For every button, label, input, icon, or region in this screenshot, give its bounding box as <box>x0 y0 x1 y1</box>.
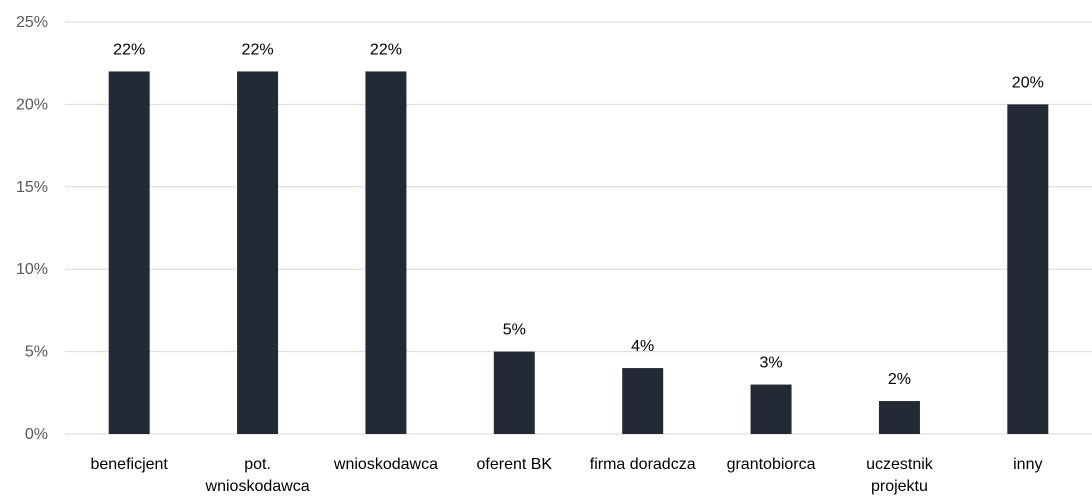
data-label: 5% <box>503 322 526 339</box>
bar-5 <box>750 384 792 434</box>
x-category-label-line: grantobiorca <box>727 456 816 473</box>
x-category-label-line: inny <box>1013 456 1042 473</box>
x-category-label-line: wnioskodawca <box>333 456 438 473</box>
data-label: 22% <box>370 41 402 58</box>
x-category-label: inny <box>1013 456 1042 473</box>
data-label: 2% <box>888 371 911 388</box>
x-category-label-line: projektu <box>871 478 928 495</box>
x-category-label: wnioskodawca <box>333 456 438 473</box>
x-axis-category-labels: beneficjent pot. wnioskodawca wnioskodawca o… <box>90 456 1042 495</box>
y-tick-label: 15% <box>16 179 48 196</box>
bar-6 <box>878 401 920 434</box>
y-axis-tick-labels: 0% 5% 10% 15% 20% 25% <box>16 14 48 443</box>
x-category-label: beneficjent <box>90 456 168 473</box>
bars <box>108 71 1049 435</box>
x-category-label-line: wnioskodawca <box>205 478 310 495</box>
data-label: 20% <box>1012 74 1044 91</box>
x-category-label: oferent BK <box>477 456 553 473</box>
bar-3 <box>493 351 535 434</box>
x-category-label-line: uczestnik <box>866 456 934 473</box>
y-tick-label: 0% <box>25 426 48 443</box>
bar-4 <box>622 368 664 434</box>
data-label: 22% <box>242 41 274 58</box>
y-tick-label: 10% <box>16 261 48 278</box>
x-category-label-line: pot. <box>244 456 271 473</box>
bar-0 <box>108 71 150 434</box>
x-category-label: firma doradcza <box>590 456 696 473</box>
x-category-label-line: firma doradcza <box>590 456 696 473</box>
data-label: 22% <box>113 41 145 58</box>
data-label: 4% <box>631 338 654 355</box>
bar-7 <box>1007 104 1049 435</box>
x-category-label: grantobiorca <box>727 456 816 473</box>
bar-1 <box>237 71 279 434</box>
x-category-label: uczestnik projektu <box>866 456 934 495</box>
gridlines <box>65 21 1092 435</box>
bar-2 <box>365 71 407 434</box>
y-tick-label: 25% <box>16 14 48 31</box>
y-tick-label: 20% <box>16 96 48 113</box>
x-category-label-line: beneficjent <box>90 456 168 473</box>
data-label: 3% <box>760 355 783 372</box>
x-category-label-line: oferent BK <box>477 456 553 473</box>
y-tick-label: 5% <box>25 344 48 361</box>
x-category-label: pot. wnioskodawca <box>205 456 310 495</box>
data-labels: 22% 22% 22% 5% 4% 3% 2% 20% <box>113 41 1044 388</box>
